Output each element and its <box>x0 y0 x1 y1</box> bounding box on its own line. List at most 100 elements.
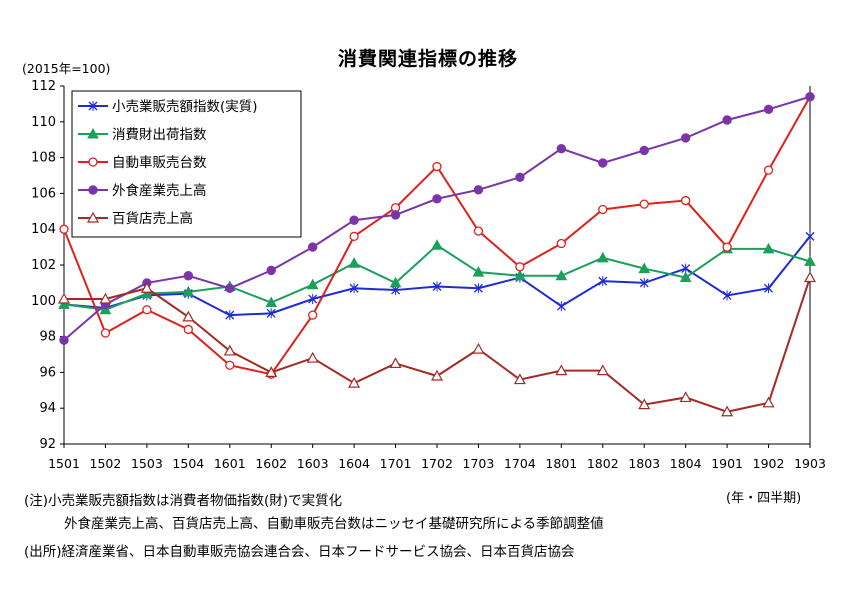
x-tick-label: 1802 <box>587 456 619 471</box>
y-tick-label: 108 <box>31 151 56 166</box>
data-point-open-triangle-marker <box>265 366 278 377</box>
data-point-x-marker <box>598 276 608 287</box>
x-tick-label: 1801 <box>545 456 577 471</box>
data-point-triangle-marker <box>306 278 319 290</box>
legend-label: 消費財出荷指数 <box>112 127 207 143</box>
data-point-open-circle-marker <box>473 226 484 236</box>
data-point-open-circle-marker <box>183 324 193 335</box>
data-point-open-circle-marker <box>142 305 152 315</box>
data-point-circle-marker <box>515 172 525 182</box>
series-markers-5 <box>57 271 817 417</box>
series-markers-2 <box>58 239 816 315</box>
y-axis-unit-label: (2015年=100) <box>22 61 111 76</box>
data-point-open-triangle-marker <box>803 271 817 283</box>
data-point-open-circle-marker <box>225 360 235 370</box>
data-point-triangle-marker <box>431 239 443 250</box>
data-point-circle-marker <box>680 133 691 143</box>
data-point-open-triangle-marker <box>140 282 153 293</box>
data-point-open-circle-marker <box>598 204 608 215</box>
data-point-open-triangle-marker <box>762 396 775 408</box>
data-point-open-circle-marker <box>88 157 98 167</box>
note-line-1: (注)小売業販売額指数は消費者物価指数(財)で実質化 <box>24 493 343 509</box>
data-point-circle-marker <box>432 194 442 204</box>
data-point-x-marker <box>473 283 483 294</box>
data-point-triangle-marker <box>348 257 360 268</box>
data-point-x-marker <box>349 283 359 294</box>
data-point-open-triangle-marker <box>182 310 195 322</box>
data-point-triangle-marker <box>182 285 195 297</box>
x-tick-label: 1601 <box>214 456 246 471</box>
legend-label: 自動車販売台数 <box>112 155 207 171</box>
data-point-open-circle-marker <box>722 242 732 252</box>
x-tick-label: 1603 <box>297 456 329 471</box>
source-line: (出所)経済産業省、日本自動車販売協会連合会、日本フードサービス協会、日本百貨店… <box>24 544 575 560</box>
data-point-open-circle-marker <box>100 328 111 338</box>
x-tick-label: 1704 <box>504 456 536 471</box>
data-point-open-triangle-marker <box>513 373 526 385</box>
data-point-open-triangle-marker <box>679 391 692 403</box>
data-point-circle-marker <box>307 242 318 252</box>
x-tick-label: 1804 <box>670 456 702 471</box>
x-tick-label: 1902 <box>753 456 785 471</box>
y-tick-label: 94 <box>39 401 56 416</box>
data-point-circle-marker <box>473 185 484 195</box>
data-point-triangle-marker <box>265 296 278 308</box>
data-point-open-triangle-marker <box>638 398 651 410</box>
y-tick-label: 92 <box>39 437 56 452</box>
data-point-circle-marker <box>639 145 649 156</box>
x-tick-label: 1501 <box>48 456 80 471</box>
data-point-open-triangle-marker <box>721 405 734 417</box>
data-point-triangle-marker <box>514 269 526 281</box>
x-tick-label: 1503 <box>131 456 163 471</box>
y-tick-label: 104 <box>31 222 56 237</box>
data-point-triangle-marker <box>596 251 609 263</box>
data-point-open-triangle-marker <box>223 344 236 356</box>
y-tick-label: 100 <box>31 294 56 309</box>
data-point-triangle-marker <box>679 271 692 283</box>
data-point-triangle-marker <box>555 269 568 281</box>
y-tick-label: 98 <box>39 330 56 345</box>
data-point-circle-marker <box>805 92 815 102</box>
data-point-triangle-marker <box>58 298 70 309</box>
data-point-open-circle-marker <box>59 224 69 234</box>
legend-label: 小売業販売額指数(実質) <box>112 99 258 115</box>
data-point-circle-marker <box>183 271 194 281</box>
series-5 <box>64 277 811 413</box>
data-point-open-triangle-marker <box>348 376 361 388</box>
data-point-circle-marker <box>763 104 774 114</box>
data-point-x-marker <box>432 281 442 292</box>
y-tick-label: 112 <box>31 79 56 94</box>
legend-box <box>71 90 302 238</box>
data-point-triangle-marker <box>804 255 816 266</box>
data-point-triangle-marker <box>141 287 153 299</box>
chart-title: 消費関連指標の推移 <box>337 48 518 70</box>
legend-label: 外食産業売上高 <box>112 182 207 199</box>
data-point-triangle-marker <box>472 266 485 277</box>
x-tick-label: 1903 <box>794 456 826 471</box>
data-point-open-triangle-marker <box>306 351 319 363</box>
x-tick-label: 1604 <box>338 456 370 471</box>
y-tick-label: 102 <box>31 258 56 273</box>
data-point-open-triangle-marker <box>57 292 71 304</box>
x-tick-label: 1803 <box>628 456 660 471</box>
data-point-open-triangle-marker <box>596 364 609 376</box>
data-point-triangle-marker <box>99 303 112 315</box>
series-markers-4 <box>59 92 815 345</box>
data-point-circle-marker <box>266 265 276 276</box>
data-point-circle-marker <box>225 283 235 293</box>
data-point-open-circle-marker <box>349 231 359 242</box>
data-point-open-circle-marker <box>432 161 442 172</box>
data-point-triangle-marker <box>638 262 651 274</box>
data-point-x-marker <box>308 294 318 305</box>
data-point-triangle-marker <box>389 276 402 288</box>
data-point-open-circle-marker <box>556 238 566 249</box>
data-point-x-marker <box>764 283 774 294</box>
data-point-x-marker <box>266 308 276 319</box>
data-point-open-circle-marker <box>308 310 318 320</box>
data-point-x-marker <box>556 301 566 312</box>
data-point-open-circle-marker <box>515 262 525 272</box>
x-tick-label: 1703 <box>463 456 495 471</box>
data-point-open-triangle-marker <box>389 357 402 369</box>
data-point-open-triangle-marker <box>86 211 100 223</box>
